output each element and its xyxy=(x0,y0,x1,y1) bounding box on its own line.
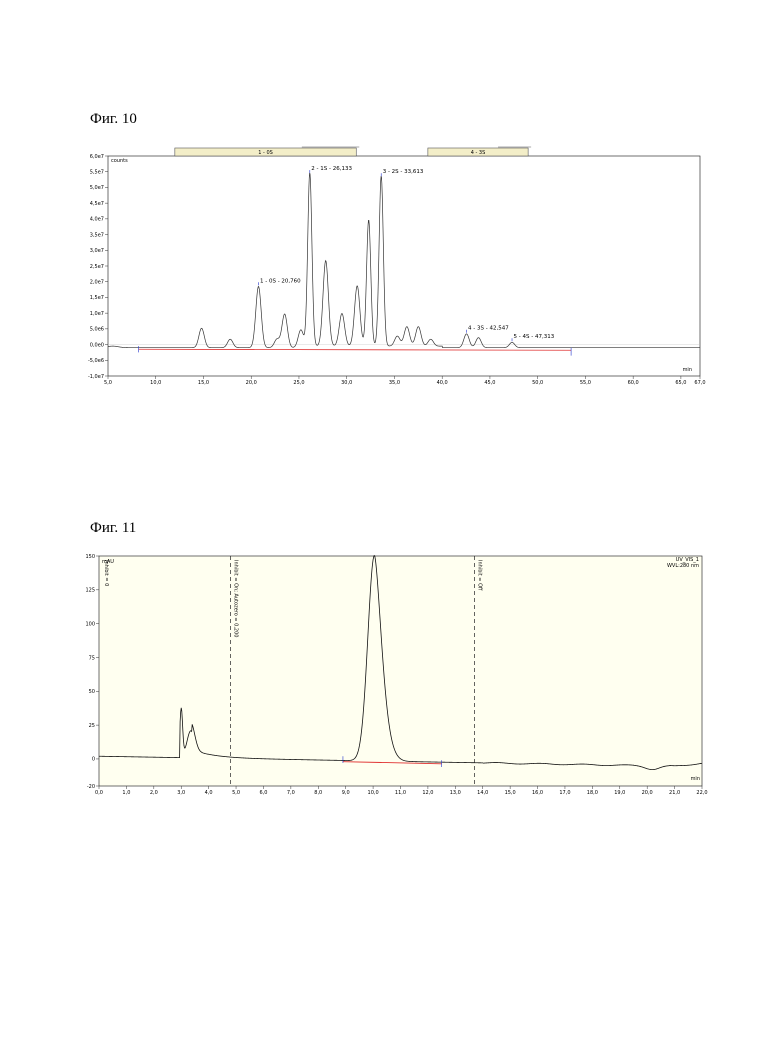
x-tick-label: 21,0 xyxy=(669,790,680,796)
event-marker-label: Inhibit = 0 xyxy=(103,560,109,586)
x-tick-label: 1,0 xyxy=(122,790,130,796)
x-tick-label: 15,0 xyxy=(198,380,209,386)
x-tick-label: 2,0 xyxy=(150,790,158,796)
x-tick-label: 9,0 xyxy=(342,790,350,796)
peak-label: 2 - 1S - 26,133 xyxy=(311,166,352,172)
y-tick-label: 100 xyxy=(85,621,95,627)
x-tick-label: 5,0 xyxy=(104,380,112,386)
y-tick-label: 6,0e7 xyxy=(90,154,104,160)
y-tick-label: -5,0e6 xyxy=(88,358,104,364)
event-marker-label: Inhibit = On; Autozero = 0,200 xyxy=(233,560,239,637)
y-tick-label: 75 xyxy=(89,655,95,661)
y-tick-label: 0 xyxy=(92,757,95,763)
x-tick-label: 5,0 xyxy=(232,790,240,796)
y-tick-label: 50 xyxy=(89,689,95,695)
peak-label: 3 - 2S - 33,613 xyxy=(383,169,424,175)
x-tick-label: 17,0 xyxy=(559,790,570,796)
y-tick-label: 4,5e7 xyxy=(90,201,104,207)
x-tick-label: 40,0 xyxy=(437,380,448,386)
x-tick-label: 10,0 xyxy=(368,790,379,796)
peak-label: 5 - 4S - 47,313 xyxy=(514,334,555,340)
x-tick-label: 35,0 xyxy=(389,380,400,386)
x-tick-label: 12,0 xyxy=(422,790,433,796)
x-tick-label: 16,0 xyxy=(532,790,543,796)
fig10-plot: 1 - 0S 4 - 3S 6,0e7 5,5e7 5,0e7 4,5e7 4,0e7 3,5… xyxy=(88,147,706,386)
x-tick-label: 30,0 xyxy=(341,380,352,386)
y-tick-label: 125 xyxy=(85,588,95,594)
fraction-box-label: 1 - 0S xyxy=(258,150,273,156)
y-axis-label: counts xyxy=(111,158,128,164)
x-tick-label: 67,0 xyxy=(694,380,705,386)
y-tick-label: 3,0e7 xyxy=(90,248,104,254)
y-tick-label: 5,5e7 xyxy=(90,170,104,176)
x-tick-label: 50,0 xyxy=(532,380,543,386)
y-tick-label: 25 xyxy=(89,723,95,729)
wavelength-label: WVL:280 nm xyxy=(667,563,699,569)
x-tick-label: 19,0 xyxy=(614,790,625,796)
y-tick-label: -20 xyxy=(87,784,95,790)
y-tick-label: 3,5e7 xyxy=(90,232,104,238)
x-tick-label: 20,0 xyxy=(246,380,257,386)
peak-label: 4 - 3S - 42,547 xyxy=(468,326,509,332)
x-tick-label: 0,0 xyxy=(95,790,103,796)
x-tick-label: 60,0 xyxy=(628,380,639,386)
x-tick-label: 22,0 xyxy=(696,790,707,796)
x-tick-label: 3,0 xyxy=(177,790,185,796)
y-tick-label: 2,5e7 xyxy=(90,264,104,270)
peak-label: 1 - 0S - 20,760 xyxy=(260,278,301,284)
y-tick-label: 1,0e7 xyxy=(90,311,104,317)
y-tick-label: -1,0e7 xyxy=(88,374,104,380)
y-tick-label: 2,0e7 xyxy=(90,280,104,286)
y-tick-label: 4,0e7 xyxy=(90,217,104,223)
x-tick-label: 4,0 xyxy=(205,790,213,796)
x-tick-label: 6,0 xyxy=(259,790,267,796)
x-axis-label: min xyxy=(691,776,700,782)
x-tick-label: 11,0 xyxy=(395,790,406,796)
x-tick-label: 45,0 xyxy=(484,380,495,386)
y-tick-label: 0,0e0 xyxy=(90,342,104,348)
y-tick-label: 1,5e7 xyxy=(90,295,104,301)
fraction-box-label: 4 - 3S xyxy=(471,150,486,156)
y-tick-label: 5,0e7 xyxy=(90,185,104,191)
x-tick-label: 55,0 xyxy=(580,380,591,386)
x-tick-label: 25,0 xyxy=(293,380,304,386)
event-marker-label: Inhibit = Off xyxy=(477,560,483,591)
x-tick-label: 13,0 xyxy=(450,790,461,796)
fig11-plot: 150 125 100 75 50 25 0 -200,0 1,0 2,0 3,0 4,0 5,0 6,0… xyxy=(85,554,707,796)
x-tick-label: 7,0 xyxy=(287,790,295,796)
x-tick-label: 18,0 xyxy=(587,790,598,796)
y-tick-label: 5,0e6 xyxy=(90,327,104,333)
x-tick-label: 8,0 xyxy=(314,790,322,796)
x-tick-label: 20,0 xyxy=(642,790,653,796)
y-tick-label: 150 xyxy=(85,554,95,560)
x-axis-label: min xyxy=(683,367,692,373)
x-tick-label: 15,0 xyxy=(505,790,516,796)
x-tick-label: 14,0 xyxy=(477,790,488,796)
x-tick-label: 65,0 xyxy=(675,380,686,386)
fig11-plot-area xyxy=(99,556,702,786)
x-tick-label: 10,0 xyxy=(150,380,161,386)
